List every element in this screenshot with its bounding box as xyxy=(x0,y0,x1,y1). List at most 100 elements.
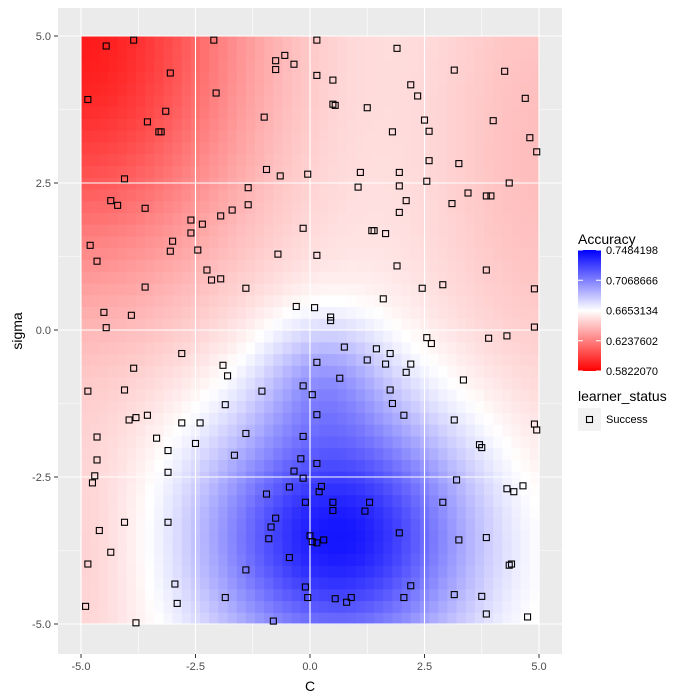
heat-tile xyxy=(401,247,412,261)
heat-tile xyxy=(209,330,219,343)
heat-tile xyxy=(126,247,137,261)
shape-legend-key-symbol xyxy=(585,415,594,424)
heat-tile xyxy=(346,388,357,402)
heat-tile xyxy=(264,282,274,296)
heat-tile xyxy=(154,330,165,343)
heat-tile xyxy=(245,447,256,460)
heat-tile xyxy=(465,271,476,284)
heat-tile xyxy=(135,341,146,355)
heat-tile xyxy=(337,518,348,531)
heat-tile xyxy=(401,377,412,390)
heat-tile xyxy=(291,83,302,96)
heat-tile xyxy=(310,247,320,261)
heat-tile xyxy=(493,353,503,366)
heat-tile xyxy=(484,130,494,143)
heat-tile xyxy=(474,59,485,72)
heat-tile xyxy=(438,353,448,366)
heat-tile xyxy=(474,529,485,543)
data-point xyxy=(336,374,344,382)
heat-tile xyxy=(218,130,229,143)
heat-tile xyxy=(300,106,311,119)
data-point xyxy=(327,317,335,325)
heat-tile xyxy=(282,435,293,449)
heat-tile xyxy=(154,565,165,578)
heat-tile xyxy=(456,36,467,49)
heat-tile xyxy=(474,318,485,331)
heat-tile xyxy=(465,600,476,613)
heat-tile xyxy=(135,36,146,49)
heat-tile xyxy=(291,518,302,531)
heat-tile xyxy=(218,400,229,413)
data-point xyxy=(388,399,396,408)
heat-tile xyxy=(383,212,394,225)
heat-tile xyxy=(502,118,513,131)
heat-tile xyxy=(181,459,192,472)
heat-tile xyxy=(135,600,146,613)
heat-tile xyxy=(410,447,421,460)
heat-tile xyxy=(108,153,119,166)
heat-tile xyxy=(364,541,375,555)
heat-tile xyxy=(200,612,210,625)
heat-tile xyxy=(520,59,531,72)
heat-tile xyxy=(429,365,439,378)
heat-tile xyxy=(145,224,155,237)
heat-tile xyxy=(328,282,339,296)
heat-tile xyxy=(90,330,100,343)
heat-tile xyxy=(209,541,219,555)
heat-tile xyxy=(282,482,293,496)
heat-tile xyxy=(245,259,256,272)
heat-tile xyxy=(255,412,265,425)
heat-tile xyxy=(282,141,293,155)
heat-tile xyxy=(135,235,146,249)
heat-tile xyxy=(200,435,210,449)
heat-tile xyxy=(520,47,531,61)
heat-tile xyxy=(181,282,192,296)
heat-tile xyxy=(502,377,513,390)
heat-tile xyxy=(282,83,293,96)
heat-tile xyxy=(117,235,128,249)
heat-tile xyxy=(447,94,458,108)
heat-tile xyxy=(209,506,219,519)
heat-tile xyxy=(410,518,421,531)
heat-tile xyxy=(337,494,348,507)
heat-tile xyxy=(90,377,100,390)
heat-tile xyxy=(529,424,540,437)
heat-tile xyxy=(484,235,494,249)
heat-tile xyxy=(135,282,146,296)
data-point xyxy=(418,284,426,292)
heat-tile xyxy=(245,365,256,378)
heat-tile xyxy=(447,518,458,531)
data-point xyxy=(308,391,316,399)
heat-tile xyxy=(328,188,339,202)
heat-tile xyxy=(81,306,91,319)
heat-tile xyxy=(81,330,91,343)
heat-tile xyxy=(337,341,348,355)
heat-tile xyxy=(310,529,320,543)
heat-tile xyxy=(264,36,274,49)
heat-tile xyxy=(126,565,137,578)
heat-tile xyxy=(117,212,128,225)
heat-tile xyxy=(456,165,467,178)
heat-tile xyxy=(81,424,91,437)
heat-tile xyxy=(502,600,513,613)
heat-tile xyxy=(255,318,265,331)
heat-tile xyxy=(181,494,192,507)
heat-tile xyxy=(117,424,128,437)
data-point xyxy=(120,386,129,394)
heat-tile xyxy=(154,259,165,272)
heat-tile xyxy=(438,83,448,96)
heat-tile xyxy=(245,588,256,602)
heat-tile xyxy=(383,106,394,119)
heat-tile xyxy=(181,377,192,390)
data-point xyxy=(450,66,458,74)
heat-tile xyxy=(282,565,293,578)
heat-tile xyxy=(163,118,174,131)
heat-tile xyxy=(81,165,91,178)
heat-tile xyxy=(273,600,284,613)
heat-tile xyxy=(447,553,458,566)
heat-tile xyxy=(99,377,110,390)
heat-tile xyxy=(364,424,375,437)
heat-tile xyxy=(438,247,448,261)
heat-tile xyxy=(218,318,229,331)
heat-tile xyxy=(438,47,448,61)
